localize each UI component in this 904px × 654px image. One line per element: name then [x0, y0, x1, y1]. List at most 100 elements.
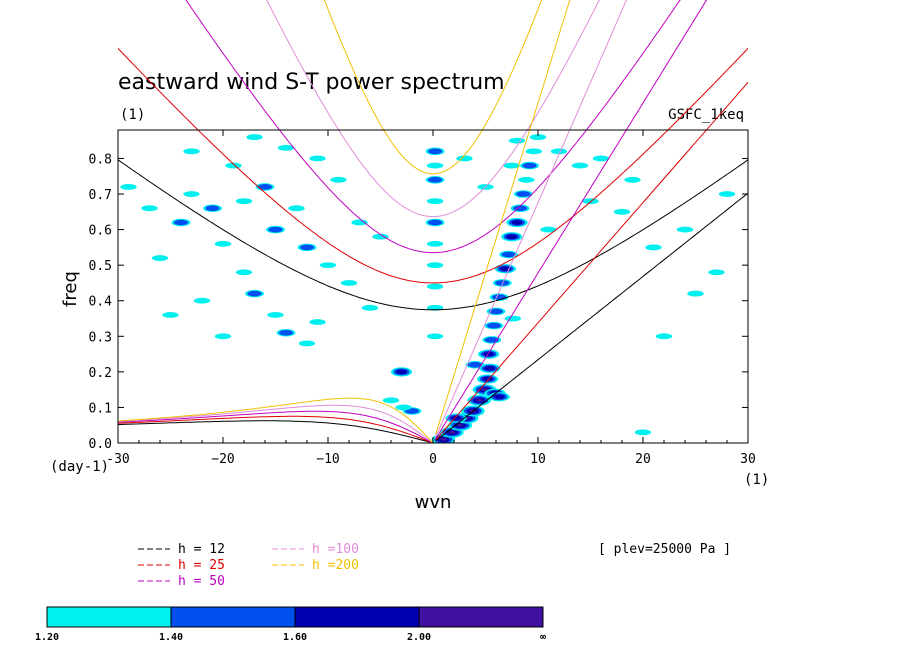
spectral-blob-core: [492, 294, 507, 301]
x-tick-label: −20: [211, 452, 234, 467]
spectral-blob: [372, 233, 389, 240]
spectral-blob: [426, 333, 444, 340]
spectral-blob: [613, 208, 631, 215]
spectral-blob-core: [493, 394, 505, 400]
rossby-curve: [118, 415, 434, 443]
colorbar-label: ∞: [540, 632, 546, 643]
spectral-blob: [624, 176, 641, 183]
spectral-blob: [183, 148, 200, 155]
spectral-blob: [319, 262, 337, 269]
colorbar-label: 1.60: [283, 632, 307, 643]
spectral-blob: [634, 429, 652, 436]
x-tick-label: -30: [106, 452, 129, 467]
spectral-blob: [351, 219, 368, 226]
spectral-blob: [214, 333, 232, 340]
spectral-blob-core: [511, 220, 523, 225]
kelvin-curve: [435, 81, 748, 441]
spectral-blob-core: [488, 308, 504, 315]
dispersion-curves: [118, 0, 748, 443]
colorbar-label: 1.20: [35, 632, 59, 643]
y-tick-label: 0.8: [89, 152, 112, 167]
spectral-blob: [298, 340, 316, 347]
gravity-wave-curve: [118, 159, 748, 311]
gravity-wave-curve: [185, 0, 681, 254]
source-label: GSFC_1keq: [668, 107, 744, 123]
spectral-blob-core: [495, 280, 510, 286]
colorbar-label: 2.00: [407, 632, 431, 643]
x-axis: -30 −20 −10 0 10 20 30: [106, 130, 756, 467]
spectral-blob: [676, 226, 694, 233]
spectral-blob: [235, 198, 253, 205]
spectral-blob: [120, 183, 137, 190]
x-tick-label: 0: [429, 452, 437, 467]
colorbar-swatch: [170, 606, 296, 628]
spectral-blob: [571, 162, 589, 169]
colorbar-label: 1.40: [159, 632, 183, 643]
spectral-contours: [120, 134, 736, 443]
spectral-blob-core: [247, 290, 262, 297]
spectral-blob-core: [481, 388, 488, 392]
chart-subtitle: (1): [120, 107, 145, 123]
colorbar-swatch: [418, 606, 544, 628]
rossby-curve: [118, 397, 434, 443]
spectral-blob: [529, 134, 547, 141]
rossby-curve: [118, 404, 434, 443]
x-tick-label: 20: [635, 452, 651, 467]
spectral-blob: [504, 315, 521, 322]
spectral-blob: [309, 319, 326, 326]
y-tick-label: 0.1: [89, 401, 112, 416]
spectral-blob: [503, 162, 520, 169]
spectral-blob: [235, 269, 253, 276]
chart-title: eastward wind S-T power spectrum: [118, 70, 505, 95]
spectral-blob-core: [268, 226, 283, 233]
legend-label: h =100: [312, 542, 359, 557]
spectral-blob: [340, 280, 358, 286]
spectral-blob: [288, 205, 305, 212]
kelvin-curve: [435, 0, 571, 435]
spectral-blob: [540, 226, 557, 233]
spectral-blob-core: [483, 351, 495, 357]
spectral-blob-core: [486, 322, 502, 329]
y-unit-label: (day-1): [50, 459, 109, 475]
kelvin-curve: [435, 0, 708, 439]
legend-label: h = 12: [178, 542, 225, 557]
legend-label: h = 50: [178, 574, 225, 589]
spectral-blob: [708, 269, 725, 276]
spectral-blob-core: [299, 244, 315, 251]
spectral-blob: [655, 333, 673, 340]
spectral-blob: [582, 198, 599, 205]
spectral-blob: [193, 297, 211, 304]
spectral-blob: [382, 397, 400, 404]
y-tick-label: 0.7: [89, 188, 112, 203]
spectral-blob: [395, 404, 412, 411]
legend-label: h =200: [312, 558, 359, 573]
spectral-blob: [183, 191, 200, 197]
spectral-blob: [426, 240, 444, 247]
spectral-blob: [718, 191, 736, 197]
spectral-blob: [214, 240, 232, 247]
x-unit-label: (1): [744, 472, 769, 488]
spectral-blob-core: [278, 329, 294, 336]
y-tick-label: 0.0: [89, 437, 112, 452]
y-tick-label: 0.3: [89, 330, 112, 345]
spectral-blob: [267, 312, 284, 318]
spectral-blob: [162, 312, 179, 318]
x-tick-label: 10: [530, 452, 546, 467]
spectral-blob-core: [448, 430, 456, 434]
spectral-blob-core: [456, 423, 464, 427]
spectral-blob: [508, 137, 526, 144]
rossby-curve: [118, 410, 434, 443]
y-tick-label: 0.6: [89, 224, 112, 239]
spectral-blob: [550, 148, 568, 155]
spectral-blob-core: [516, 191, 531, 197]
spectral-blob: [426, 262, 444, 269]
spectral-blob-core: [395, 369, 408, 375]
spectral-blob-core: [506, 234, 518, 240]
spectral-blob: [225, 162, 242, 169]
spectral-blob: [426, 283, 444, 290]
colorbar: 1.20 1.40 1.60 2.00 ∞: [35, 606, 546, 643]
spectral-blob-core: [475, 398, 483, 402]
spectral-blob: [330, 176, 347, 183]
y-axis-label: freq: [60, 271, 81, 307]
